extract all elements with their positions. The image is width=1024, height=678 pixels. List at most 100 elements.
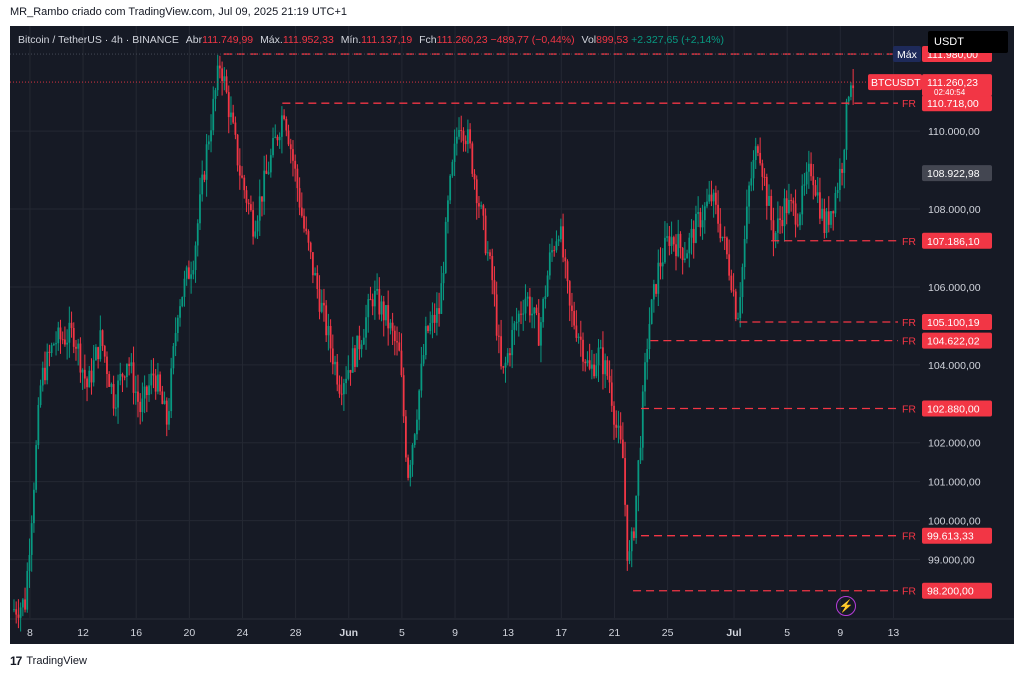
candle-body	[347, 370, 350, 379]
candle-body	[559, 226, 562, 240]
candle-body	[95, 347, 97, 361]
candle-body	[754, 146, 757, 160]
candle-body	[449, 175, 452, 201]
price-tick-label: 100.000,00	[928, 516, 981, 528]
candle-body	[646, 349, 649, 363]
candle-body	[763, 176, 766, 178]
candle-body	[471, 143, 474, 174]
candle-body	[548, 252, 551, 276]
candle-body	[615, 424, 618, 428]
candle-body	[816, 192, 819, 196]
candle-body	[586, 360, 589, 364]
fr-level-price-tag-box	[922, 582, 992, 599]
candle-body	[185, 267, 188, 279]
candle-body	[739, 297, 742, 319]
candle-body	[86, 378, 88, 388]
max-label-box	[893, 46, 921, 63]
candle-body	[504, 362, 507, 368]
candle-body	[517, 313, 520, 322]
candle-body	[234, 122, 237, 135]
candle-body	[765, 176, 768, 206]
candle-body	[274, 136, 277, 138]
footer-branding[interactable]: 17 TradingView	[10, 654, 87, 668]
candle-body	[692, 228, 695, 243]
open-label: Abr	[185, 34, 203, 46]
candle-body	[252, 210, 255, 237]
volume-label: Vol	[581, 34, 597, 46]
symbol-title[interactable]: Bitcoin / TetherUS · 4h · BINANCE	[18, 34, 179, 46]
candle-body	[626, 504, 629, 561]
candle-body	[469, 129, 471, 144]
candle-body	[730, 275, 733, 291]
lightning-icon[interactable]: ⚡	[836, 596, 856, 616]
fr-level-price-tag-text: 98.200,00	[927, 586, 974, 598]
candle-body	[283, 115, 286, 119]
candle-body	[721, 236, 724, 239]
candle-body	[610, 382, 613, 406]
candle-body	[391, 322, 394, 331]
candle-body	[588, 360, 591, 369]
chart-author-caption: MR_Rambo criado com TradingView.com, Jul…	[10, 6, 347, 18]
candle-body	[88, 370, 91, 388]
fr-level-price-tag-text: 99.613,33	[927, 531, 974, 543]
candle-body	[362, 337, 365, 345]
currency-selector[interactable]: USDT	[928, 31, 1008, 53]
candle-body	[520, 313, 522, 315]
time-tick-label: 21	[609, 627, 621, 639]
open-value: 111.749,99	[202, 34, 254, 46]
candle-body	[435, 308, 438, 323]
candle-body	[562, 226, 564, 258]
candle-body	[745, 206, 748, 240]
candle-body	[431, 314, 434, 323]
candle-body	[407, 457, 409, 478]
candle-body	[404, 416, 407, 458]
candle-body	[254, 231, 257, 237]
candle-body	[821, 208, 824, 219]
candle-body	[320, 302, 323, 312]
time-tick-label: 8	[27, 627, 33, 639]
candle-body	[710, 194, 713, 202]
candle-body	[551, 250, 553, 253]
candle-body	[181, 296, 184, 307]
candle-body	[398, 342, 401, 351]
chart-panel[interactable]: 99.000,00 100.000,00 101.000,00 102.000,00 1…	[10, 26, 1014, 644]
candle-body	[438, 308, 440, 314]
candle-body	[92, 360, 95, 383]
candle-body	[783, 198, 786, 227]
candle-body	[757, 146, 759, 153]
candle-body	[201, 174, 204, 195]
candle-body	[540, 322, 542, 346]
candle-body	[139, 401, 142, 413]
candle-body	[97, 347, 100, 360]
candle-body	[619, 425, 622, 440]
candle-body	[172, 346, 175, 369]
candle-body	[442, 272, 445, 284]
candlestick-chart[interactable]: 99.000,00 100.000,00 101.000,00 102.000,00 1…	[10, 26, 1014, 644]
change-value: −489,77 (−0,44%)	[490, 34, 575, 46]
fr-level-label: FR	[902, 586, 916, 598]
candle-body	[701, 220, 704, 228]
candle-body	[644, 362, 646, 392]
price-tick-label: 99.000,00	[928, 555, 975, 567]
candle-body	[154, 375, 157, 392]
candle-body	[708, 194, 711, 202]
candle-body	[356, 335, 359, 367]
candle-body	[478, 203, 480, 207]
candle-body	[365, 317, 367, 338]
candle-body	[400, 350, 403, 376]
candle-body	[648, 323, 651, 350]
candle-body	[723, 236, 726, 238]
candle-body	[70, 322, 73, 328]
candle-body	[801, 185, 804, 215]
price-tick-label: 102.000,00	[928, 438, 981, 450]
candle-body	[296, 168, 299, 189]
candle-body	[836, 190, 839, 193]
candle-body	[460, 130, 463, 132]
candle-body	[843, 149, 846, 173]
candle-body	[143, 386, 146, 399]
candle-body	[475, 179, 478, 204]
candle-body	[294, 160, 297, 169]
cursor-price-tag-box	[922, 165, 992, 182]
candle-body	[847, 96, 850, 102]
candle-body	[196, 223, 199, 246]
